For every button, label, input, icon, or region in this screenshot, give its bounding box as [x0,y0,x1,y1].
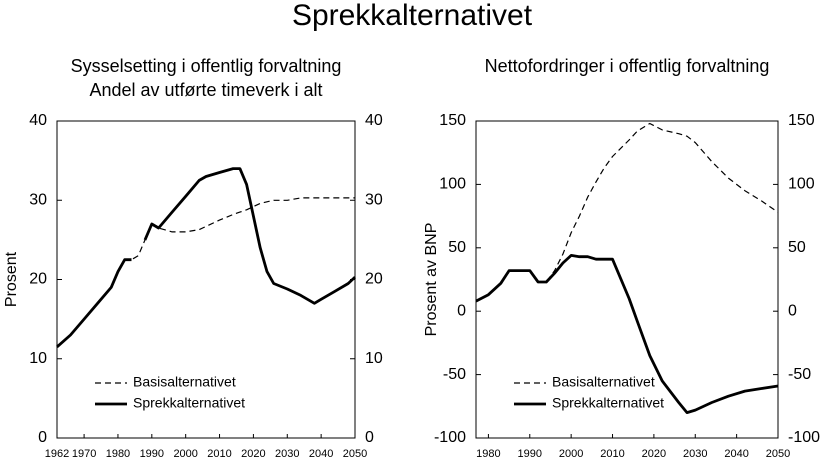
x-tick-label: 2050 [766,448,790,460]
y2-tick-label: 10 [365,350,383,367]
y-tick-label: 20 [29,271,47,288]
series-line [56,167,356,348]
y2-tick-label: 20 [365,271,383,288]
x-tick-label: 1980 [476,448,500,460]
y2-tick-label: 0 [788,302,797,319]
y-tick-label: 0 [38,429,47,446]
y2-tick-label: 0 [365,429,374,446]
y-tick-label: -100 [434,429,466,446]
chart-title: Sysselsetting i offentlig forvaltning [71,56,342,76]
y2-tick-label: 40 [365,112,383,129]
x-tick-label: 2010 [600,448,624,460]
plot-frame [56,120,356,439]
y2-tick-label: -100 [788,429,820,446]
y2-tick-label: 50 [788,239,806,256]
y-tick-label: 0 [457,302,466,319]
x-tick-label: 1990 [140,448,164,460]
legend-label: Sprekkalternativet [133,395,245,411]
legend-label: Basisalternativet [133,374,236,390]
y2-tick-label: 100 [788,176,815,193]
x-tick-label: 1962 [45,448,69,460]
series-line [475,122,779,302]
x-tick-label: 1990 [518,448,542,460]
series-line [56,197,355,348]
y-tick-label: 50 [448,239,466,256]
x-tick-label: 2030 [683,448,707,460]
legend-label: Sprekkalternativet [552,395,664,411]
y-tick-label: 40 [29,112,47,129]
chart-subtitle: Andel av utførte timeverk i alt [89,80,322,100]
x-tick-label: 2030 [275,448,299,460]
page-title: Sprekkalternativet [292,0,533,32]
x-tick-label: 2020 [241,448,265,460]
y2-tick-label: -50 [788,366,811,383]
x-tick-label: 2040 [724,448,748,460]
y-axis-label: Prosent av BNP [423,223,440,337]
series-line [475,254,779,414]
plot-frame [475,120,779,439]
y-axis-label: Prosent [3,251,20,307]
x-tick-label: 2040 [309,448,333,460]
y2-tick-label: 150 [788,112,815,129]
y2-tick-label: 30 [365,191,383,208]
x-tick-label: 1970 [72,448,96,460]
x-tick-label: 2020 [642,448,666,460]
y-tick-label: 10 [29,350,47,367]
y-tick-label: 30 [29,191,47,208]
x-tick-label: 2000 [173,448,197,460]
chart-title: Nettofordringer i offentlig forvaltning [485,56,770,76]
x-tick-label: 1980 [106,448,130,460]
y-tick-label: 100 [439,176,466,193]
x-tick-label: 2010 [207,448,231,460]
x-tick-label: 2050 [343,448,367,460]
legend-label: Basisalternativet [552,374,655,390]
y-tick-label: -50 [443,366,466,383]
y-tick-label: 150 [439,112,466,129]
x-tick-label: 2000 [559,448,583,460]
